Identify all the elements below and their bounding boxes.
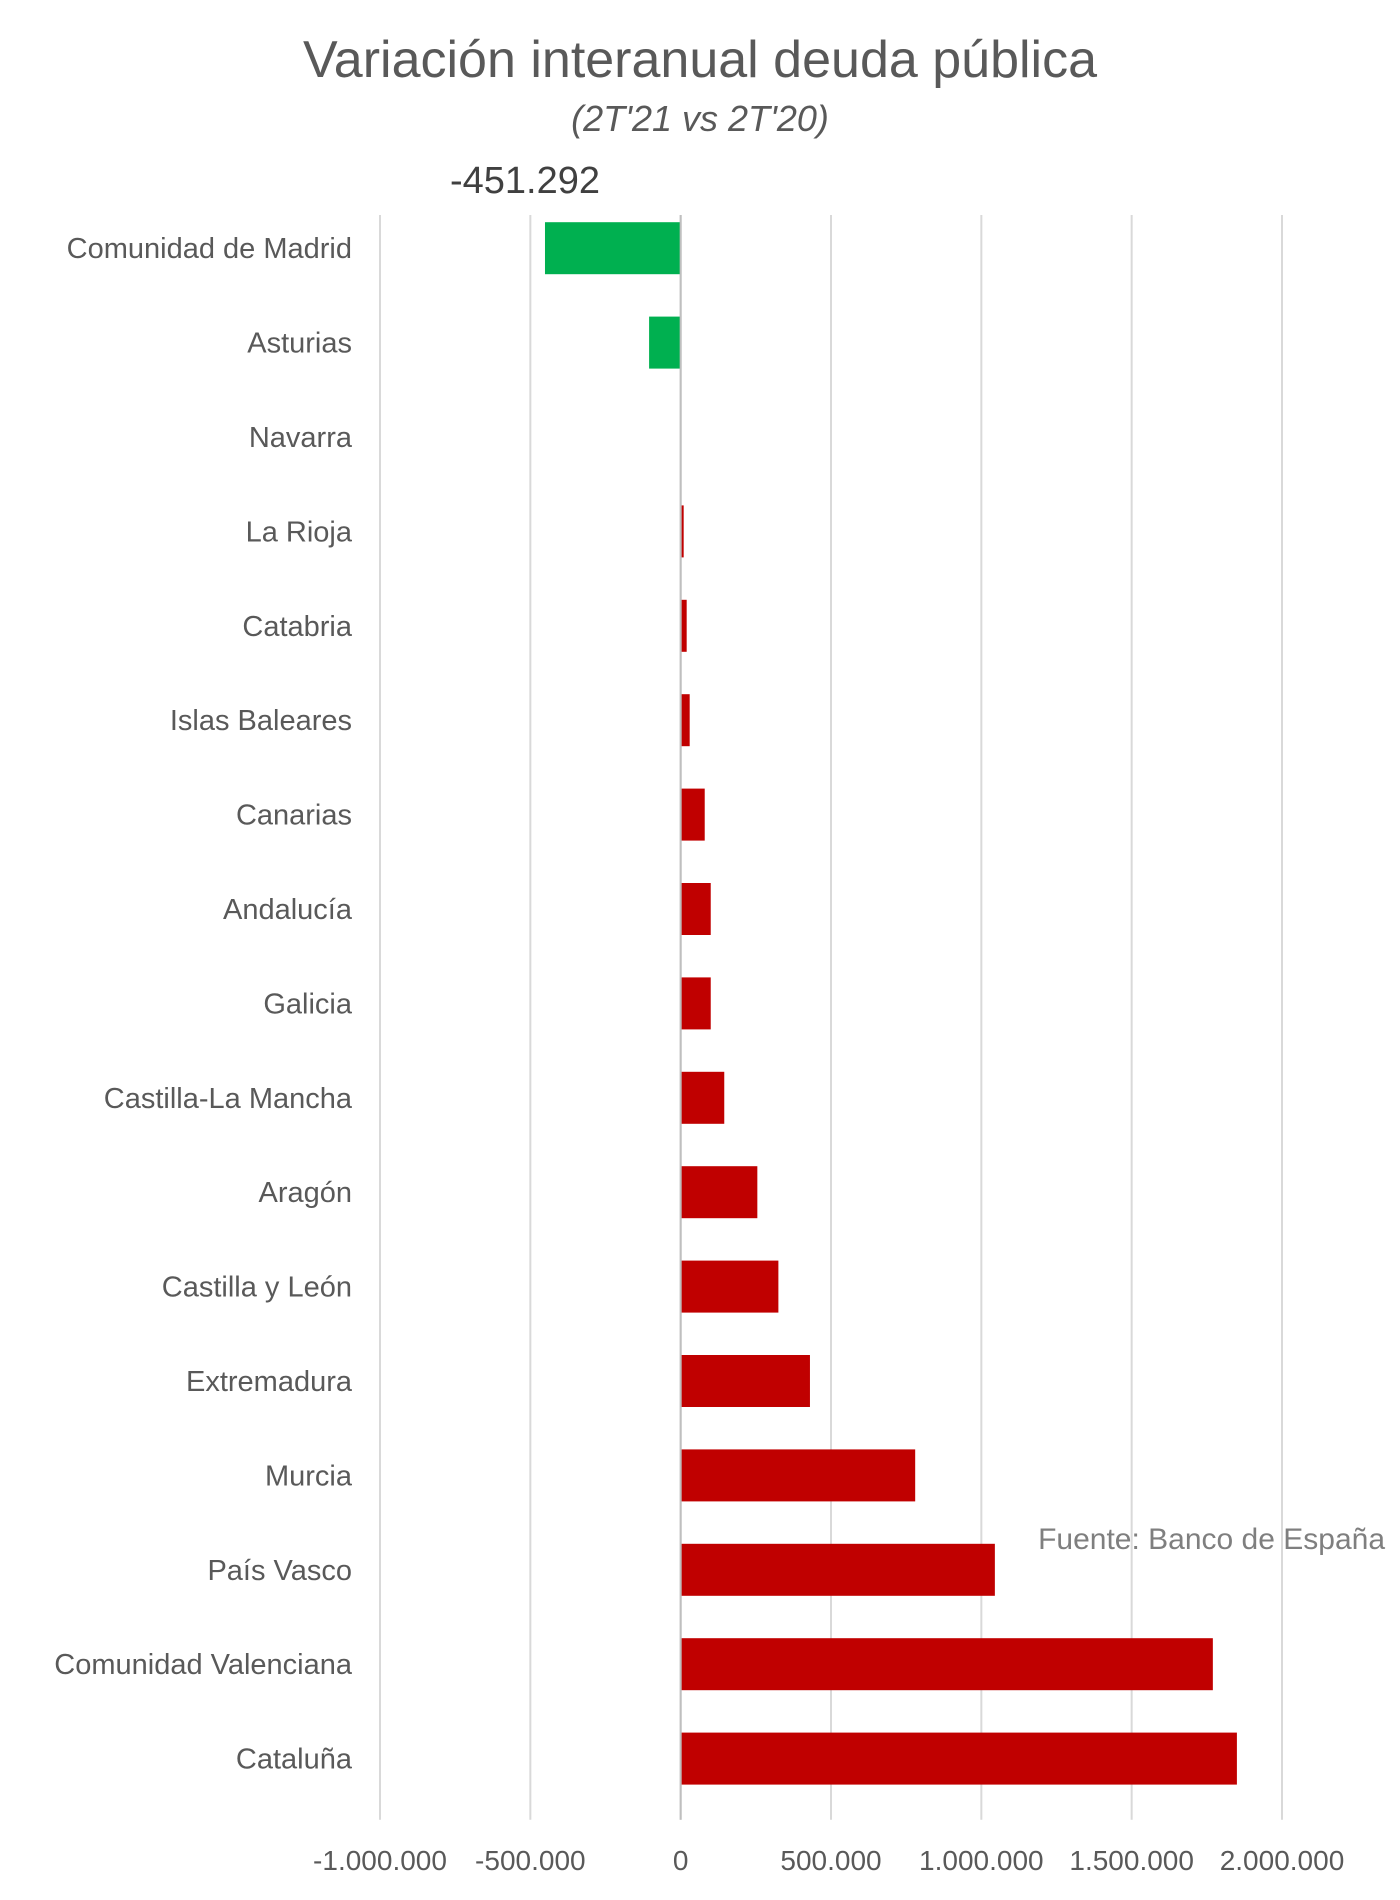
x-tick-label: 2.000.000	[1220, 1845, 1345, 1876]
category-label: Comunidad Valenciana	[54, 1649, 353, 1681]
bar	[680, 1260, 779, 1313]
bar	[649, 316, 681, 369]
source-note: Fuente: Banco de España	[1038, 1523, 1385, 1556]
category-label: Asturias	[247, 328, 352, 360]
category-label: Cataluña	[236, 1744, 353, 1776]
category-label: Galicia	[263, 988, 353, 1020]
x-tick-label: 1.000.000	[919, 1845, 1044, 1876]
bar	[680, 1355, 810, 1407]
category-label: Castilla-La Mancha	[104, 1083, 353, 1115]
category-label: Islas Baleares	[170, 705, 352, 737]
bar	[680, 1638, 1213, 1691]
bar	[680, 977, 711, 1030]
bar	[680, 599, 687, 652]
bar	[680, 1166, 758, 1219]
x-tick-label: -500.000	[475, 1845, 586, 1876]
category-label: Navarra	[249, 422, 353, 454]
x-tick-label: 500.000	[780, 1845, 881, 1876]
chart-title: Variación interanual deuda pública	[302, 31, 1098, 89]
category-label: Extremadura	[186, 1366, 353, 1398]
bar	[680, 1732, 1237, 1785]
bar	[680, 1071, 725, 1124]
x-tick-label: -1.000.000	[313, 1845, 447, 1876]
category-label: Castilla y León	[162, 1272, 352, 1304]
category-label: La Rioja	[246, 516, 353, 548]
category-label: Comunidad de Madrid	[67, 233, 352, 265]
bar	[680, 1449, 916, 1502]
bar	[680, 788, 705, 841]
x-tick-label: 1.500.000	[1069, 1845, 1194, 1876]
data-label: -451.292	[450, 160, 600, 202]
bar	[680, 505, 684, 558]
chart-subtitle: (2T'21 vs 2T'20)	[571, 98, 829, 139]
category-label: Catabria	[242, 611, 352, 643]
category-label: País Vasco	[207, 1555, 352, 1587]
bar	[544, 222, 681, 275]
category-label: Aragón	[258, 1177, 352, 1209]
x-tick-label: 0	[673, 1845, 689, 1876]
category-label: Murcia	[265, 1460, 353, 1492]
category-label: Andalucía	[223, 894, 353, 926]
category-label: Canarias	[236, 800, 352, 832]
bar	[680, 883, 711, 935]
bar	[680, 694, 690, 747]
bar	[680, 1543, 995, 1596]
